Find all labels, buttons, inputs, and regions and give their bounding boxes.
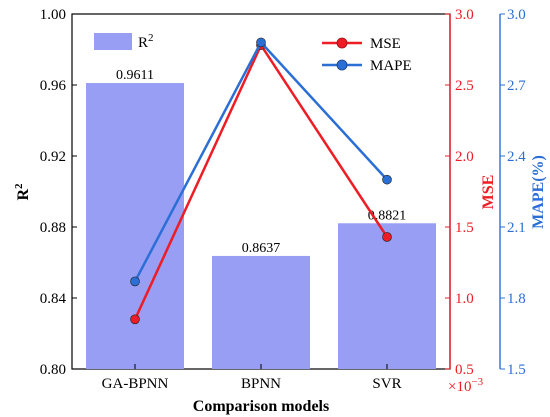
mse-tick-label: 2.5 (455, 78, 474, 94)
mse-tick-label: 2.0 (455, 149, 474, 165)
legend: R2 MSE MAPE (94, 32, 412, 74)
mape-point (382, 174, 392, 185)
mape-axis: 1.5 1.8 2.1 2.4 2.7 3.0 (499, 7, 526, 378)
mape-point (130, 276, 140, 287)
mse-tick-label: 3.0 (455, 7, 474, 23)
bar-value-label: 0.8637 (242, 241, 281, 256)
mape-tick-label: 2.1 (507, 220, 526, 236)
legend-r2-swatch (94, 33, 132, 50)
mape-tick-label: 3.0 (507, 7, 526, 23)
left-tick-label: 0.92 (40, 149, 66, 165)
left-axis: 0.80 0.84 0.88 0.92 0.96 1.00 (40, 7, 77, 378)
mape-point (256, 37, 266, 48)
left-tick-label: 0.88 (40, 220, 66, 236)
left-tick-label: 0.80 (40, 362, 66, 378)
bar-ga-bpnn (86, 83, 184, 370)
left-tick-label: 0.84 (40, 291, 67, 307)
bar-svr (338, 223, 436, 369)
mse-tick-label: 1.5 (455, 220, 474, 236)
mse-point (382, 232, 392, 242)
left-tick-label: 1.00 (40, 7, 66, 23)
x-tick-label: SVR (372, 376, 401, 392)
lines-layer (130, 37, 392, 325)
legend-r2-label: R2 (138, 32, 154, 51)
mse-tick-label: 0.5 (455, 362, 474, 378)
mse-axis-title: MSE (480, 175, 497, 210)
legend-mse-label: MSE (370, 36, 401, 52)
mse-axis: 0.5 1.0 1.5 2.0 2.5 3.0 (445, 7, 474, 378)
mape-tick-label: 1.5 (507, 362, 526, 378)
mape-axis-title: MAPE(%) (530, 155, 547, 229)
bar-bpnn (212, 255, 310, 369)
x-axis-title: Comparison models (193, 398, 329, 415)
mape-tick-label: 2.7 (507, 78, 526, 94)
mse-tick-label: 1.0 (455, 291, 474, 307)
legend-mse-marker (336, 37, 348, 49)
bars-layer: 0.9611 0.8637 0.8821 (86, 68, 436, 370)
x-tick-label: BPNN (241, 376, 281, 392)
x-axis: GA-BPNN BPNN SVR (102, 364, 402, 392)
mse-axis-multiplier: ×10−3 (448, 376, 484, 395)
left-axis-title: R2 (13, 183, 32, 201)
legend-mape-marker (336, 59, 348, 71)
legend-mape-label: MAPE (370, 58, 412, 74)
bar-value-label: 0.9611 (116, 68, 154, 83)
mape-tick-label: 2.4 (507, 149, 526, 165)
mape-tick-label: 1.8 (507, 291, 526, 307)
x-tick-label: GA-BPNN (102, 376, 169, 392)
bar-value-label: 0.8821 (368, 208, 407, 223)
mse-point (130, 314, 140, 325)
left-tick-label: 0.96 (40, 78, 67, 94)
